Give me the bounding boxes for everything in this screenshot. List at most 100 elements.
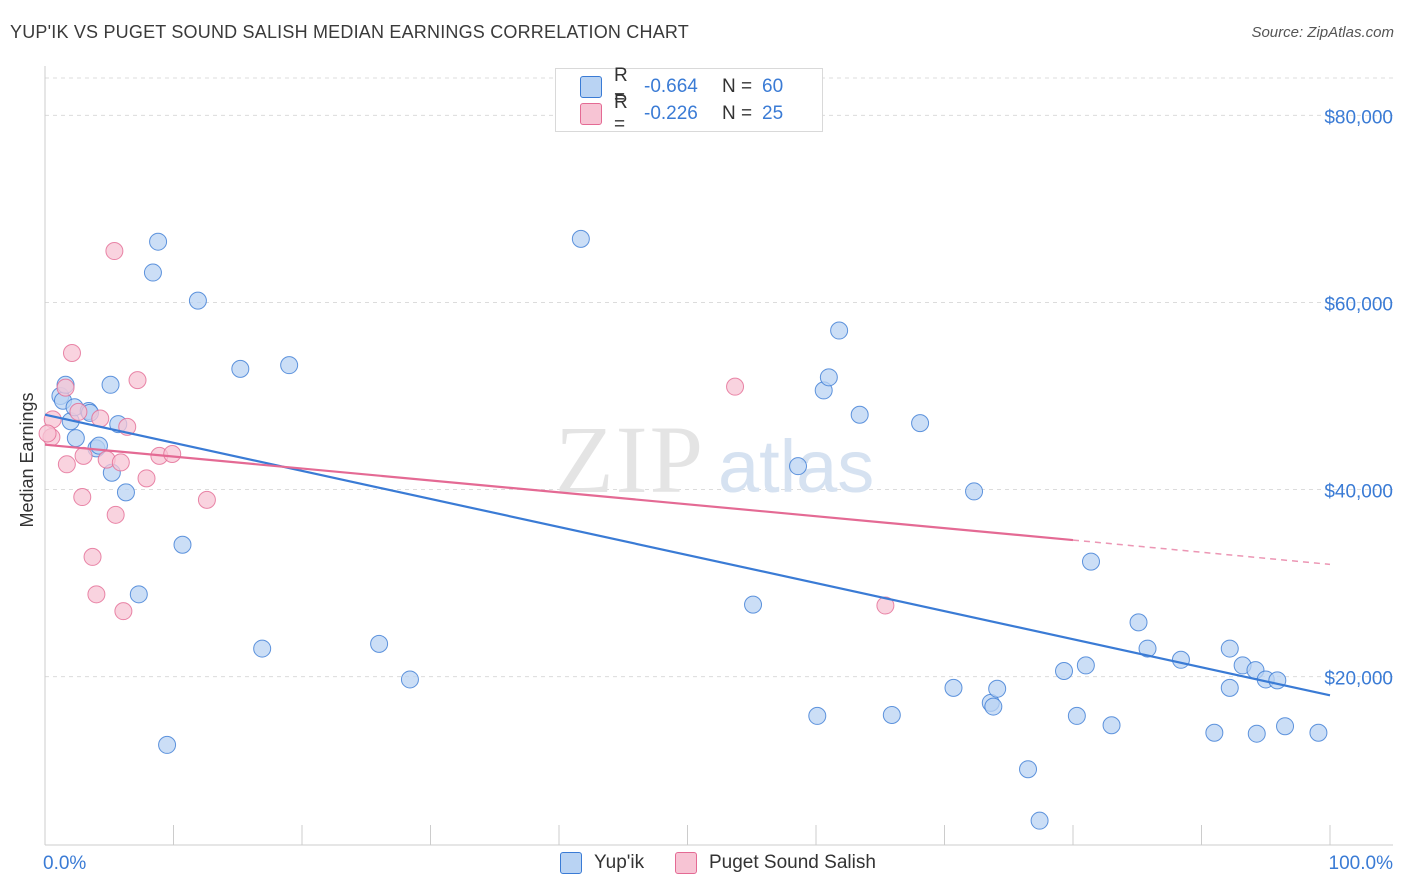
trend-line bbox=[44, 443, 1074, 542]
data-point bbox=[188, 291, 207, 310]
data-point bbox=[87, 585, 106, 604]
data-point bbox=[1030, 811, 1049, 830]
y-tick-label: $40,000 bbox=[1324, 482, 1393, 503]
data-point bbox=[106, 505, 125, 524]
data-point bbox=[988, 679, 1007, 698]
data-point bbox=[1076, 656, 1095, 675]
data-point bbox=[74, 446, 93, 465]
data-point bbox=[114, 602, 133, 621]
source-label: Source: ZipAtlas.com bbox=[1251, 24, 1394, 41]
y-tick-label: $80,000 bbox=[1324, 107, 1393, 128]
data-point bbox=[143, 263, 162, 282]
data-point bbox=[66, 429, 85, 448]
data-point bbox=[128, 371, 147, 390]
legend-n-value: 60 bbox=[762, 76, 784, 97]
data-point bbox=[1067, 706, 1086, 725]
data-point bbox=[876, 596, 895, 615]
data-point bbox=[253, 639, 272, 658]
data-point bbox=[129, 585, 148, 604]
data-point bbox=[163, 445, 182, 464]
legend-row-puget: R = -0.226 N = 25 bbox=[556, 92, 784, 135]
data-point bbox=[1220, 639, 1239, 658]
data-point bbox=[83, 547, 102, 566]
data-points bbox=[38, 229, 1328, 830]
x-tick-label: 100.0% bbox=[1329, 853, 1394, 874]
data-point bbox=[137, 469, 156, 488]
legend-n-label: N = bbox=[722, 76, 753, 97]
data-point bbox=[231, 359, 250, 378]
data-point bbox=[400, 670, 419, 689]
data-point bbox=[1138, 639, 1157, 658]
y-tick-label: $60,000 bbox=[1324, 294, 1393, 315]
data-point bbox=[73, 488, 92, 507]
data-point bbox=[1220, 678, 1239, 697]
y-tick-label: $20,000 bbox=[1324, 669, 1393, 690]
bottom-legend-label: Puget Sound Salish bbox=[709, 852, 876, 873]
axis-labels: $20,000 $40,000 $60,000 $80,000 0.0% 100.0% Me… bbox=[17, 107, 1393, 874]
data-point bbox=[744, 595, 763, 614]
data-point bbox=[571, 229, 590, 248]
data-point bbox=[149, 232, 168, 251]
data-point bbox=[1171, 650, 1190, 669]
data-point bbox=[1247, 724, 1266, 743]
bottom-legend-label: Yup'ik bbox=[594, 852, 645, 873]
chart-title: YUP'IK VS PUGET SOUND SALISH MEDIAN EARN… bbox=[10, 22, 689, 42]
data-point bbox=[965, 482, 984, 501]
data-point bbox=[105, 242, 124, 261]
data-point bbox=[57, 455, 76, 474]
data-point bbox=[882, 705, 901, 724]
data-point bbox=[944, 678, 963, 697]
legend-n-value: 25 bbox=[762, 103, 784, 124]
data-point bbox=[116, 483, 135, 502]
legend-row-yupik: R = -0.664 N = 60 bbox=[556, 65, 784, 108]
trend-line bbox=[44, 413, 1331, 697]
legend-n-label: N = bbox=[722, 103, 753, 124]
legend-r-value: -0.664 bbox=[644, 76, 698, 97]
data-point bbox=[1205, 723, 1224, 742]
data-point bbox=[1019, 760, 1038, 779]
data-point bbox=[984, 697, 1003, 716]
trend-line-extension bbox=[1072, 539, 1331, 566]
data-point bbox=[173, 535, 192, 554]
data-point bbox=[808, 706, 827, 725]
y-axis-title: Median Earnings bbox=[17, 392, 37, 527]
data-point bbox=[911, 414, 930, 433]
data-point bbox=[789, 457, 808, 476]
data-point bbox=[1309, 723, 1328, 742]
data-point bbox=[1102, 716, 1121, 735]
data-point bbox=[38, 424, 57, 443]
watermark-zip: ZIP bbox=[555, 406, 705, 513]
data-point bbox=[1081, 552, 1100, 571]
bottom-swatch-puget bbox=[675, 852, 697, 874]
x-tick-label: 0.0% bbox=[43, 853, 86, 874]
data-point bbox=[197, 490, 216, 509]
data-point bbox=[158, 735, 177, 754]
data-point bbox=[1129, 613, 1148, 632]
legend-swatch-yupik bbox=[580, 76, 602, 98]
data-point bbox=[850, 405, 869, 424]
data-point bbox=[1055, 662, 1074, 681]
bottom-legend-yupik: Yup'ik bbox=[560, 852, 644, 874]
trend-lines bbox=[44, 413, 1331, 697]
gridlines bbox=[45, 77, 1393, 678]
data-point bbox=[56, 378, 75, 397]
data-point bbox=[726, 377, 745, 396]
legend-r-label: R = bbox=[614, 92, 628, 135]
data-point bbox=[111, 453, 130, 472]
legend-swatch-puget bbox=[580, 103, 602, 125]
correlation-legend: R = -0.664 N = 60 R = -0.226 N = 25 bbox=[555, 65, 823, 135]
data-point bbox=[1268, 671, 1287, 690]
legend-r-value: -0.226 bbox=[644, 103, 698, 124]
bottom-swatch-yupik bbox=[560, 852, 582, 874]
legend-r-label: R = bbox=[614, 65, 628, 108]
axes bbox=[44, 66, 1393, 846]
data-point bbox=[62, 343, 81, 362]
data-point bbox=[69, 402, 88, 421]
watermark: ZIP atlas bbox=[555, 406, 874, 513]
data-point bbox=[101, 375, 120, 394]
data-point bbox=[1276, 717, 1295, 736]
bottom-legend-puget: Puget Sound Salish bbox=[675, 852, 876, 874]
data-point bbox=[370, 634, 389, 653]
data-point bbox=[819, 368, 838, 387]
